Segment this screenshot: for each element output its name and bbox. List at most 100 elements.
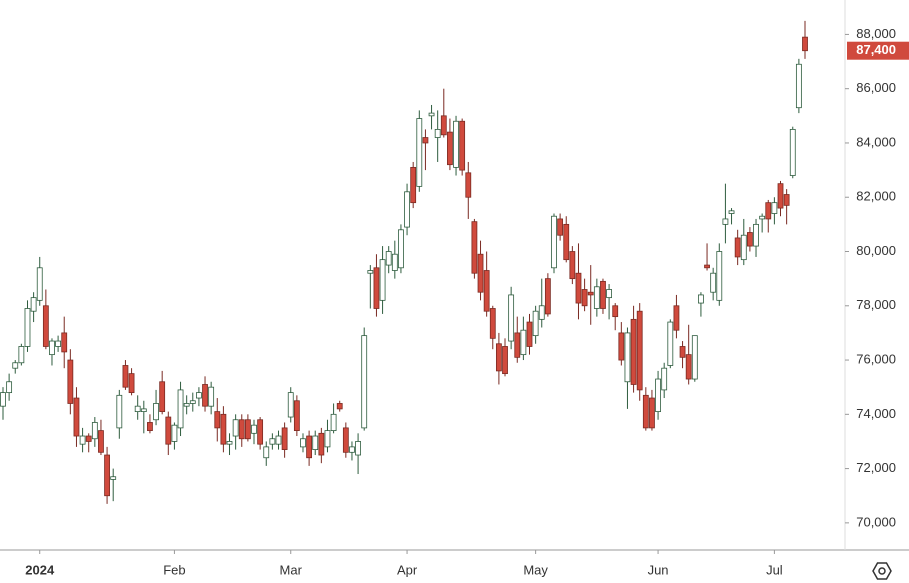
candle-body	[722, 218, 729, 225]
candle-body	[355, 441, 361, 456]
candle-body	[208, 386, 215, 407]
candle-body	[422, 137, 429, 144]
candle-body	[79, 435, 86, 445]
candle-body	[698, 294, 704, 304]
candle-body	[153, 403, 159, 421]
candle-body	[679, 346, 686, 358]
candle-body	[593, 286, 600, 309]
candle-body	[740, 234, 747, 261]
candle-body	[134, 405, 141, 413]
candle-body	[704, 264, 710, 269]
candle	[704, 243, 710, 271]
candle	[116, 389, 123, 439]
candle	[410, 161, 417, 209]
candle	[42, 289, 49, 350]
candle-body	[587, 291, 594, 296]
y-tick-label: 88,000	[856, 26, 896, 41]
candle	[379, 246, 386, 314]
candle-body	[183, 403, 190, 407]
x-tick-label: Mar	[280, 562, 303, 577]
candle	[128, 368, 135, 396]
candle	[263, 441, 270, 466]
candle	[563, 216, 570, 263]
candle	[483, 251, 490, 317]
candle-body	[636, 310, 643, 391]
candle	[91, 417, 98, 447]
candle	[624, 327, 631, 409]
candle	[404, 183, 410, 236]
candle-body	[91, 422, 98, 440]
candle-body	[238, 419, 245, 440]
candle-body	[275, 435, 282, 445]
candle-body	[30, 297, 37, 312]
settings-icon[interactable]	[872, 562, 892, 580]
candle	[183, 395, 190, 415]
candle-body	[214, 411, 221, 429]
candle-body	[49, 340, 55, 356]
candle-body	[128, 373, 135, 394]
candle-body	[410, 166, 417, 204]
candle	[691, 335, 698, 382]
icon-hexagon[interactable]	[872, 562, 892, 580]
candle-body	[42, 305, 49, 347]
candle-body	[361, 335, 368, 429]
candle	[655, 370, 661, 420]
candle-body	[655, 378, 661, 413]
candle-body	[728, 210, 735, 214]
candle-body	[232, 419, 239, 437]
candle-body	[495, 343, 502, 372]
candle-body	[581, 289, 588, 307]
candle-body	[526, 321, 533, 347]
candle-body	[12, 362, 19, 369]
candle	[226, 433, 233, 456]
candle-body	[293, 400, 300, 432]
candle	[740, 218, 747, 266]
candle	[159, 370, 166, 415]
candle	[587, 265, 594, 325]
candle-body	[391, 253, 398, 271]
candle	[642, 387, 649, 431]
y-tick-label: 76,000	[856, 351, 896, 366]
icon-circle[interactable]	[878, 567, 886, 575]
candle	[269, 433, 276, 450]
candle	[281, 422, 288, 458]
candle-body	[642, 394, 649, 429]
candle-body	[489, 308, 496, 339]
x-tick-label: May	[523, 562, 548, 577]
y-tick-label: 80,000	[856, 243, 896, 258]
candle	[459, 118, 466, 176]
candle-body	[753, 223, 759, 247]
candle-body	[459, 120, 466, 171]
candle-body	[404, 191, 410, 228]
candle	[244, 414, 251, 442]
candle	[698, 292, 704, 317]
candle	[49, 338, 55, 366]
candle	[477, 240, 484, 301]
candle-body	[177, 389, 184, 429]
candle-body	[551, 215, 557, 269]
candle	[575, 243, 582, 320]
y-tick-label: 70,000	[856, 514, 896, 529]
candle	[753, 218, 759, 257]
candle	[783, 189, 790, 225]
candle	[355, 433, 361, 475]
candle	[710, 267, 717, 301]
candle-body	[98, 430, 104, 453]
candle	[759, 213, 766, 233]
candle-body	[606, 289, 612, 299]
candle	[508, 286, 515, 350]
candle-body	[569, 251, 576, 280]
candle	[526, 313, 533, 355]
candle-body	[73, 397, 80, 437]
candle	[789, 126, 796, 179]
candle-body	[196, 392, 202, 399]
candle-body	[257, 419, 264, 445]
candle	[630, 305, 637, 393]
candle	[422, 129, 429, 171]
candle-body	[600, 280, 606, 309]
candle-body	[104, 454, 110, 497]
candle-body	[661, 367, 668, 391]
candle	[636, 303, 643, 401]
candle-body	[544, 278, 551, 315]
candle-body	[189, 400, 196, 404]
